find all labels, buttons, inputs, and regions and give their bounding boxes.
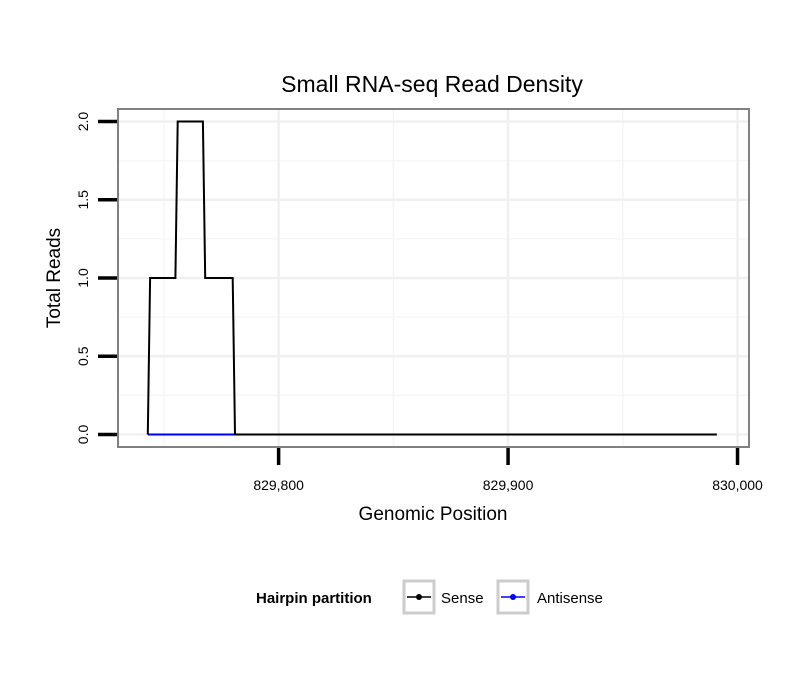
data-series: [146, 120, 717, 436]
legend-antisense-point-icon: [510, 594, 516, 600]
legend-label-sense: Sense: [441, 590, 484, 607]
chart-title: Small RNA-seq Read Density: [281, 71, 583, 97]
legend: Hairpin partition Sense Antisense: [256, 579, 603, 615]
x-tick-label: 829,900: [483, 477, 534, 493]
y-tick-label: 1.0: [75, 268, 91, 288]
y-axis-ticks: 0.0 0.5 1.0 1.5 2.0: [75, 112, 117, 445]
plot-panel-border: [117, 108, 750, 448]
x-tick-label: 830,000: [712, 477, 763, 493]
y-tick-label: 0.5: [75, 346, 91, 366]
x-axis-title: Genomic Position: [359, 504, 508, 525]
y-tick-label: 0.0: [75, 425, 91, 445]
y-tick-label: 2.0: [75, 112, 91, 132]
y-tick-label: 1.5: [75, 190, 91, 210]
y-axis-title: Total Reads: [44, 228, 65, 328]
legend-label-antisense: Antisense: [537, 590, 603, 607]
legend-sense-point-icon: [416, 594, 422, 600]
legend-title: Hairpin partition: [256, 590, 372, 607]
x-axis-ticks: 829,800 829,900 830,000: [253, 448, 763, 493]
series-line-sense: [146, 120, 717, 436]
x-tick-label: 829,800: [253, 477, 304, 493]
